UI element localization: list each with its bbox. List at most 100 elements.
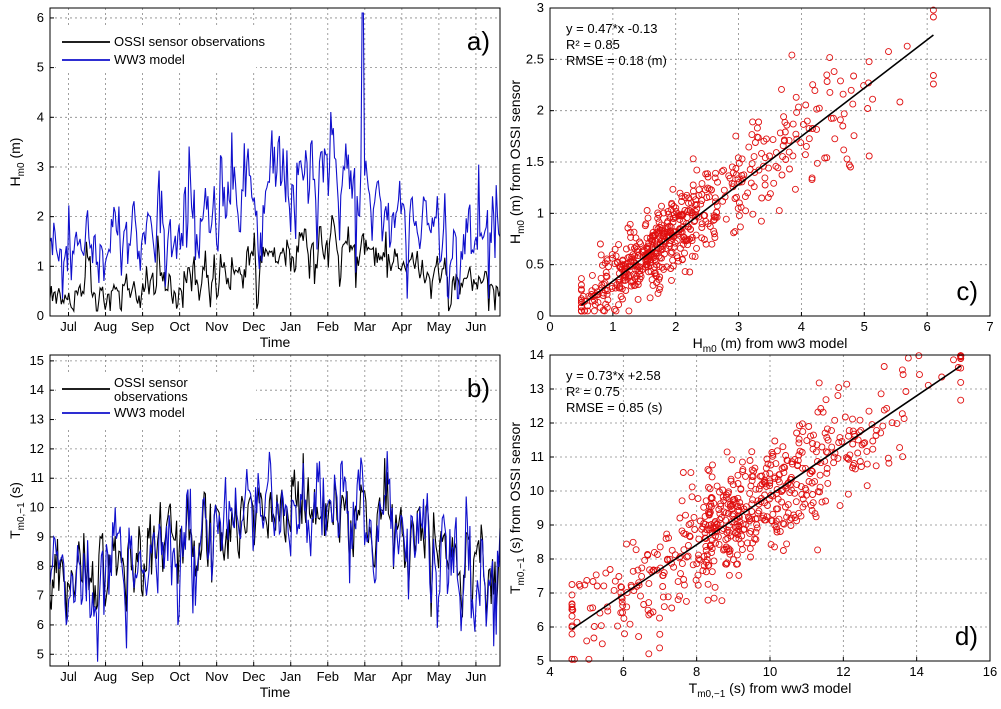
y-axis-label-main: H xyxy=(7,176,23,186)
scatter-point xyxy=(693,166,701,174)
y-axis-label-main: T xyxy=(507,585,523,594)
scatter-point xyxy=(704,596,712,604)
scatter-point xyxy=(671,229,679,237)
scatter-point xyxy=(710,230,718,238)
scatter-point xyxy=(843,380,851,388)
scatter-point xyxy=(654,289,662,297)
scatter-point xyxy=(767,541,775,549)
ytick-label: 3 xyxy=(37,159,44,174)
scatter-point xyxy=(629,538,637,546)
scatter-point xyxy=(687,469,695,477)
scatter-point xyxy=(691,526,699,533)
scatter-point xyxy=(726,546,734,554)
scatter-point xyxy=(823,469,831,477)
scatter-point xyxy=(771,543,778,551)
xtick-label: Jun xyxy=(465,669,486,684)
scatter-point xyxy=(663,530,671,538)
scatter-point xyxy=(727,475,735,483)
scatter-point xyxy=(812,513,820,521)
scatter-point xyxy=(634,295,642,303)
scatter-point xyxy=(781,137,788,145)
panel-b: 5 6 7 8 9 10 11 12 13 14 15 Jul Aug Sep Oct Nov Dec Jan Fe… xyxy=(7,353,501,700)
scatter-point xyxy=(788,51,796,59)
scatter-point xyxy=(651,269,659,277)
scatter-point xyxy=(772,523,780,531)
scatter-point xyxy=(650,232,658,239)
scatter-point xyxy=(750,183,758,191)
scatter-point xyxy=(750,153,758,161)
scatter-point xyxy=(700,212,708,220)
scatter-point xyxy=(757,498,765,506)
scatter-point xyxy=(847,86,855,94)
scatter-point xyxy=(577,285,585,293)
scatter-point xyxy=(719,493,727,501)
xtick-label: Mar xyxy=(354,319,377,334)
scatter-point xyxy=(673,237,681,245)
scatter-point xyxy=(781,464,789,472)
scatter-point xyxy=(854,449,862,457)
scatter-point xyxy=(708,493,715,501)
scatter-point xyxy=(704,466,712,474)
scatter-point xyxy=(698,197,706,204)
plot-frame-2 xyxy=(549,7,991,317)
scatter-point xyxy=(847,163,854,171)
scatter-point xyxy=(758,149,765,157)
scatter-point xyxy=(830,68,838,76)
scatter-point xyxy=(736,223,744,231)
scatter-point xyxy=(600,582,608,590)
scatter-point xyxy=(676,514,684,522)
y-axis-label: Tm0,−1 (s) from OSSI sensor xyxy=(507,422,527,594)
scatter-point xyxy=(766,190,774,198)
x-axis-label: Time xyxy=(260,334,291,350)
scatter-point xyxy=(818,443,826,451)
scatter-point xyxy=(795,439,803,447)
scatter-point xyxy=(622,245,630,253)
scatter-point xyxy=(634,245,642,253)
scatter-point xyxy=(809,440,817,447)
scatter-point xyxy=(880,406,888,414)
scatter-point xyxy=(672,204,680,212)
scatter-point xyxy=(688,252,696,260)
scatter-point xyxy=(813,125,821,133)
scatter-point xyxy=(696,517,704,525)
scatter-point xyxy=(684,552,692,560)
legend: OSSI sensor observations WW3 model xyxy=(56,28,266,70)
scatter-point xyxy=(747,482,755,490)
scatter-point xyxy=(631,244,638,252)
scatter-point xyxy=(738,155,746,163)
scatter-point xyxy=(714,533,722,541)
scatter-point xyxy=(682,597,690,605)
y-axis-label: Tm0,−1 (s) xyxy=(7,482,27,539)
ytick-label: 13 xyxy=(530,381,544,396)
scatter-point xyxy=(716,488,723,496)
scatter-point xyxy=(802,142,810,150)
stats-line-0: y = 0.47*x -0.13 xyxy=(566,21,657,36)
scatter-point xyxy=(845,455,852,463)
scatter-point xyxy=(688,483,696,491)
scatter-point xyxy=(746,529,754,537)
scatter-point xyxy=(655,211,663,219)
scatter-point xyxy=(568,612,576,620)
scatter-point xyxy=(783,540,791,548)
scatter-point xyxy=(575,580,583,588)
scatter-point xyxy=(747,527,755,535)
xtick-label: Jul xyxy=(60,669,77,684)
xtick-label: 5 xyxy=(861,319,868,334)
scatter-point xyxy=(827,114,835,122)
ytick-label: 8 xyxy=(537,551,544,566)
ytick-label: 2 xyxy=(537,103,544,118)
scatter-point xyxy=(793,135,801,143)
scatter-point xyxy=(653,551,661,558)
scatter-point xyxy=(761,181,769,189)
scatter-point xyxy=(863,447,871,455)
plot-frame-1 xyxy=(49,354,501,667)
scatter-point xyxy=(795,435,803,443)
scatter-point xyxy=(695,535,703,543)
scatter-point xyxy=(896,444,904,452)
scatter-point xyxy=(678,256,686,264)
scatter-point xyxy=(705,521,713,529)
ytick-label: 2.5 xyxy=(526,51,544,66)
panel-letter: a) xyxy=(467,26,490,56)
scatter-point xyxy=(792,93,800,101)
